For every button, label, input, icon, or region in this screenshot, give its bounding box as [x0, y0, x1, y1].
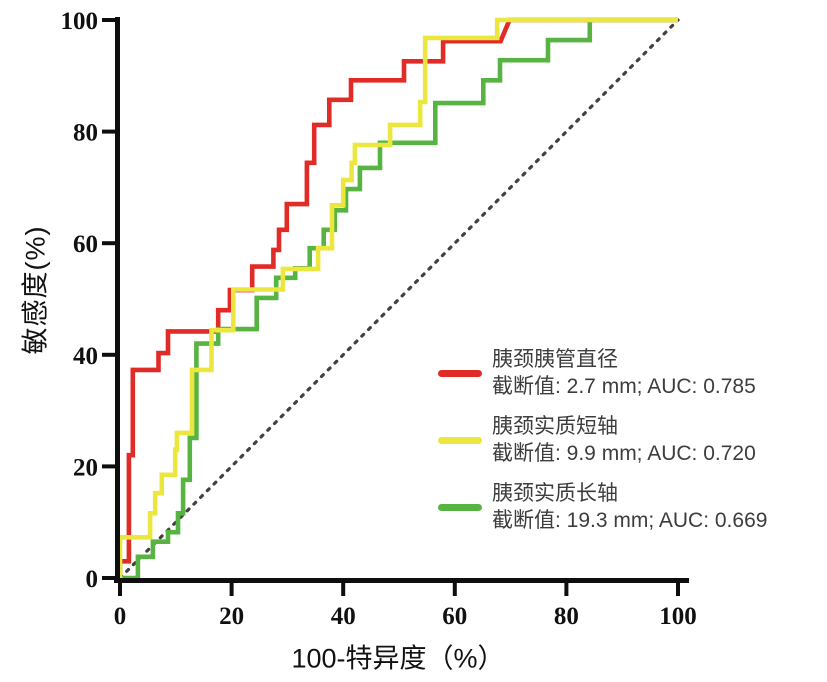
- legend-series-name: 胰颈实质长轴: [492, 482, 618, 505]
- y-tick-label: 60: [73, 231, 98, 258]
- y-tick-label: 80: [73, 120, 98, 147]
- y-axis-title: 敏感度(%): [20, 225, 51, 355]
- x-tick-label: 20: [219, 603, 244, 630]
- x-tick-label: 0: [114, 603, 127, 630]
- legend-series-stats: 截断值: 9.9 mm; AUC: 0.720: [492, 442, 756, 465]
- legend-item-parenchyma-long-axis: 胰颈实质长轴 截断值: 19.3 mm; AUC: 0.669: [435, 480, 805, 534]
- y-tick-label: 20: [73, 454, 98, 481]
- yellow-line-swatch-icon: [438, 437, 482, 444]
- legend-item-duct-diameter: 胰颈胰管直径 截断值: 2.7 mm; AUC: 0.785: [435, 346, 805, 400]
- roc-curve-series-0: [117, 17, 678, 578]
- reference-diagonal-line: [118, 18, 680, 580]
- x-tick-label: 60: [442, 603, 467, 630]
- green-line-swatch-icon: [438, 504, 482, 511]
- x-tick-label: 40: [331, 603, 356, 630]
- x-tick-label: 80: [554, 603, 579, 630]
- legend-item-parenchyma-short-axis: 胰颈实质短轴 截断值: 9.9 mm; AUC: 0.720: [435, 413, 805, 467]
- x-axis-title: 100-特异度（%）: [291, 643, 505, 674]
- legend-series-name: 胰颈胰管直径: [492, 348, 618, 371]
- y-tick-label: 0: [86, 566, 99, 593]
- legend-series-stats: 截断值: 2.7 mm; AUC: 0.785: [492, 375, 756, 398]
- red-line-swatch-icon: [438, 370, 482, 377]
- roc-curve-series-1: [117, 17, 678, 578]
- legend-series-stats: 截断值: 19.3 mm; AUC: 0.669: [492, 509, 768, 532]
- y-tick-label: 100: [61, 8, 99, 35]
- x-tick-label: 100: [659, 603, 697, 630]
- y-tick-label: 40: [73, 343, 98, 370]
- legend-series-name: 胰颈实质短轴: [492, 415, 618, 438]
- legend: 胰颈胰管直径 截断值: 2.7 mm; AUC: 0.785 胰颈实质短轴 截断…: [435, 346, 805, 547]
